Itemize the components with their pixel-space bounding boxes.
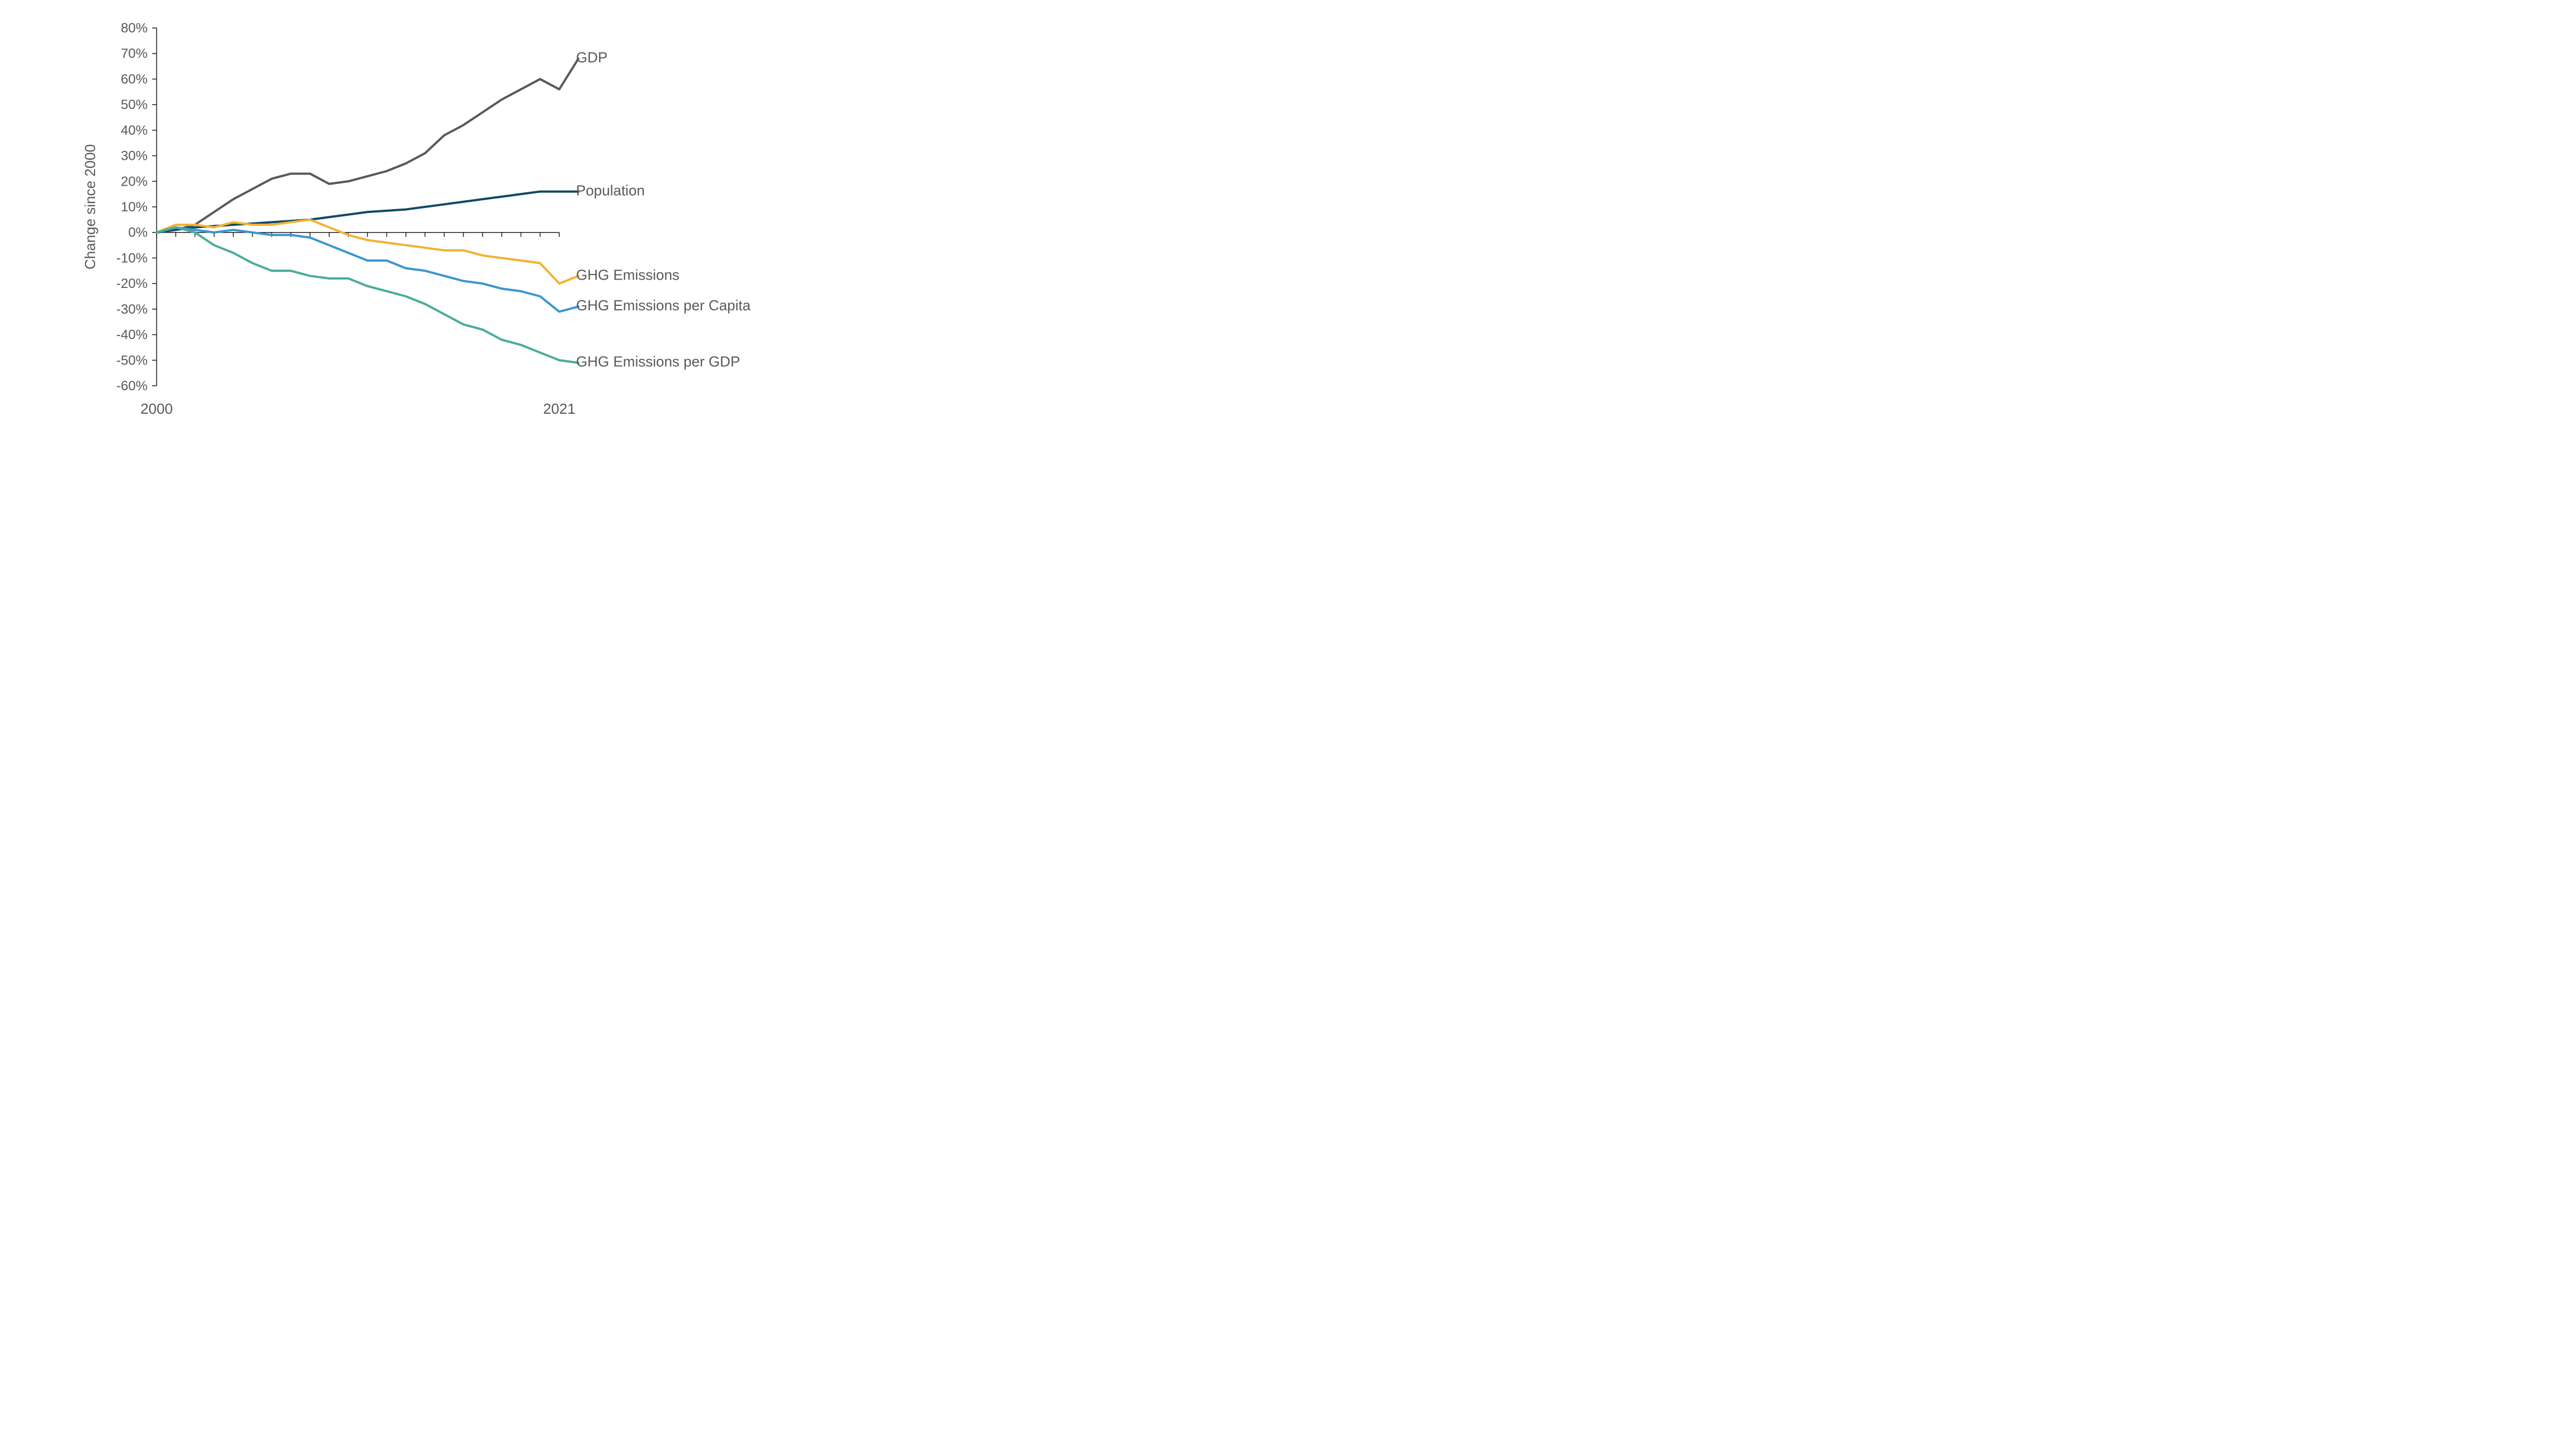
- y-axis-label: Change since 2000: [82, 144, 98, 269]
- y-tick-label: -60%: [116, 379, 148, 394]
- y-tick-label: -10%: [116, 250, 148, 266]
- y-tick-label: 50%: [121, 97, 148, 112]
- y-tick-label: 60%: [121, 72, 148, 87]
- series-label-population: Population: [576, 182, 645, 198]
- chart-container: -60% -50% -40% -30% -20% -10% 0% 10% 20% 30% 40% 50…: [0, 0, 817, 458]
- y-tick-label: -30%: [116, 302, 148, 317]
- x-tick-label: 2021: [543, 400, 575, 417]
- series-label-ghg-emissions-per-gdp: GHG Emissions per GDP: [576, 353, 740, 370]
- x-tick-label: 2000: [140, 400, 173, 417]
- y-tick-label: 30%: [121, 149, 148, 164]
- series-label-gdp: GDP: [576, 49, 607, 66]
- y-tick-label: -40%: [116, 328, 148, 343]
- y-tick-label: -50%: [116, 353, 148, 368]
- y-tick-label: 40%: [121, 123, 148, 138]
- series-label-ghg-emissions-per-capita: GHG Emissions per Capita: [576, 297, 751, 314]
- y-tick-label: 70%: [121, 46, 148, 62]
- y-tick-label: 0%: [128, 225, 148, 240]
- y-tick-label: 80%: [121, 21, 148, 36]
- series-label-ghg-emissions: GHG Emissions: [576, 266, 680, 283]
- y-tick-label: 10%: [121, 200, 148, 215]
- y-tick-label: -20%: [116, 276, 148, 291]
- y-tick-label: 20%: [121, 174, 148, 189]
- line-chart: -60% -50% -40% -30% -20% -10% 0% 10% 20% 30% 40% 50…: [0, 0, 817, 458]
